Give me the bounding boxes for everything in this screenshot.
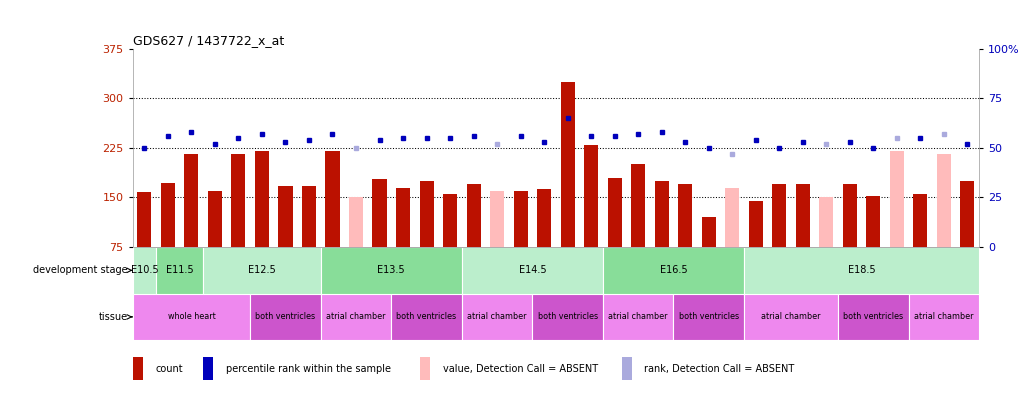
Bar bbox=[420, 357, 430, 380]
Bar bbox=[514, 191, 527, 247]
Text: E11.5: E11.5 bbox=[166, 265, 194, 275]
Bar bbox=[537, 189, 550, 247]
Bar bbox=[132, 247, 156, 294]
Bar bbox=[348, 198, 363, 247]
Bar bbox=[912, 194, 926, 247]
Bar bbox=[231, 154, 246, 247]
Text: E12.5: E12.5 bbox=[248, 265, 275, 275]
Text: rank, Detection Call = ABSENT: rank, Detection Call = ABSENT bbox=[644, 364, 794, 373]
Text: both ventricles: both ventricles bbox=[396, 312, 457, 322]
Bar bbox=[889, 151, 903, 247]
Bar bbox=[489, 191, 503, 247]
Bar bbox=[560, 82, 574, 247]
Text: atrial chamber: atrial chamber bbox=[608, 312, 667, 322]
Bar bbox=[250, 294, 320, 340]
Text: E16.5: E16.5 bbox=[659, 265, 687, 275]
Text: both ventricles: both ventricles bbox=[537, 312, 597, 322]
Bar bbox=[278, 185, 292, 247]
Text: tissue: tissue bbox=[99, 312, 127, 322]
Bar bbox=[743, 247, 978, 294]
Bar bbox=[602, 294, 673, 340]
Text: development stage: development stage bbox=[34, 265, 127, 275]
Text: whole heart: whole heart bbox=[167, 312, 215, 322]
Bar bbox=[325, 151, 339, 247]
Bar bbox=[462, 247, 602, 294]
Bar bbox=[748, 201, 762, 247]
Text: both ventricles: both ventricles bbox=[255, 312, 315, 322]
Bar bbox=[208, 192, 222, 247]
Bar bbox=[391, 294, 462, 340]
Bar bbox=[372, 179, 386, 247]
Bar bbox=[532, 294, 602, 340]
Text: E14.5: E14.5 bbox=[518, 265, 545, 275]
Bar bbox=[771, 184, 786, 247]
Text: E13.5: E13.5 bbox=[377, 265, 405, 275]
Bar bbox=[442, 194, 457, 247]
Bar bbox=[156, 247, 203, 294]
Bar bbox=[842, 184, 856, 247]
Bar bbox=[678, 184, 692, 247]
Bar bbox=[631, 164, 645, 247]
Text: atrial chamber: atrial chamber bbox=[326, 312, 385, 322]
Bar bbox=[607, 177, 622, 247]
Bar bbox=[255, 151, 269, 247]
Bar bbox=[743, 294, 838, 340]
Text: E10.5: E10.5 bbox=[130, 265, 158, 275]
Bar bbox=[203, 357, 213, 380]
Bar bbox=[466, 184, 480, 247]
Text: both ventricles: both ventricles bbox=[843, 312, 903, 322]
Bar bbox=[161, 183, 175, 247]
Bar bbox=[838, 294, 908, 340]
Bar bbox=[935, 154, 950, 247]
Bar bbox=[462, 294, 532, 340]
Bar bbox=[960, 181, 973, 247]
Text: atrial chamber: atrial chamber bbox=[467, 312, 527, 322]
Bar bbox=[138, 192, 151, 247]
Bar bbox=[132, 357, 143, 380]
Bar bbox=[132, 294, 250, 340]
Bar bbox=[818, 198, 833, 247]
Text: GDS627 / 1437722_x_at: GDS627 / 1437722_x_at bbox=[132, 34, 283, 47]
Bar bbox=[865, 196, 879, 247]
Bar bbox=[320, 247, 462, 294]
Bar bbox=[395, 188, 410, 247]
Text: percentile rank within the sample: percentile rank within the sample bbox=[225, 364, 390, 373]
Bar bbox=[302, 185, 316, 247]
Bar bbox=[584, 145, 597, 247]
Bar bbox=[701, 217, 715, 247]
Bar bbox=[602, 247, 743, 294]
Bar bbox=[725, 188, 739, 247]
Bar bbox=[795, 184, 809, 247]
Bar bbox=[908, 294, 978, 340]
Bar bbox=[621, 357, 631, 380]
Text: both ventricles: both ventricles bbox=[678, 312, 738, 322]
Text: atrial chamber: atrial chamber bbox=[913, 312, 973, 322]
Text: E18.5: E18.5 bbox=[847, 265, 874, 275]
Bar bbox=[203, 247, 320, 294]
Text: atrial chamber: atrial chamber bbox=[760, 312, 820, 322]
Bar bbox=[673, 294, 743, 340]
Text: count: count bbox=[155, 364, 182, 373]
Bar bbox=[320, 294, 391, 340]
Text: value, Detection Call = ABSENT: value, Detection Call = ABSENT bbox=[442, 364, 597, 373]
Bar bbox=[184, 154, 199, 247]
Bar bbox=[419, 181, 433, 247]
Bar bbox=[654, 181, 668, 247]
